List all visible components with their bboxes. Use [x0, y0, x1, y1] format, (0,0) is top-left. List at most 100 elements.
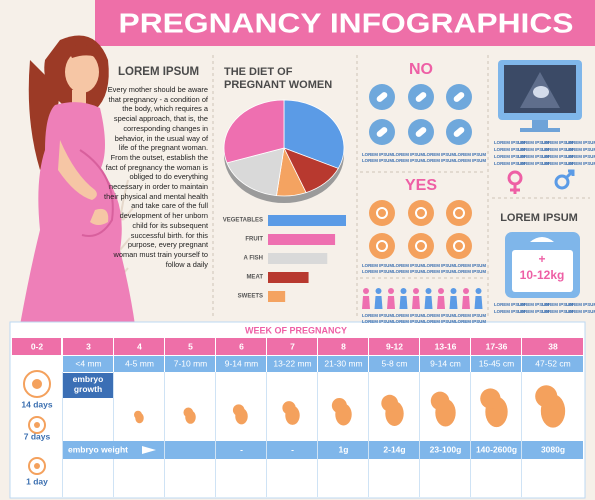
- person-icon: [449, 296, 458, 309]
- weight-cell: [522, 441, 583, 459]
- caption: LOREM IPSUM: [393, 263, 424, 268]
- size-cell: [63, 356, 113, 372]
- icon-glyph: [376, 127, 388, 137]
- embryo-head: [535, 385, 558, 408]
- caption: LOREM IPSUM: [518, 161, 549, 166]
- bar-label: MEAT: [246, 275, 263, 281]
- weight-cell: [216, 441, 266, 459]
- caption: LOREM IPSUM: [424, 269, 455, 274]
- caption: LOREM IPSUM: [566, 140, 595, 145]
- scale: [505, 232, 580, 298]
- caption: LOREM IPSUM: [362, 319, 393, 324]
- person-icon: [363, 288, 369, 294]
- weight-label: 3080g: [541, 444, 565, 454]
- size-cell: [114, 356, 164, 372]
- size-label: 4-5 mm: [125, 358, 154, 368]
- person-icon: [475, 288, 482, 294]
- caption: LOREM IPSUM: [393, 313, 424, 318]
- caption: LOREM IPSUM: [455, 269, 486, 274]
- caption: LOREM IPSUM: [566, 154, 595, 159]
- caption: LOREM IPSUM: [566, 147, 595, 152]
- size-cell: [267, 356, 317, 372]
- weight-label: 2-14g: [383, 444, 405, 454]
- gender-symbols: [507, 169, 575, 194]
- week-label: 13-16: [435, 341, 457, 351]
- person-icon: [438, 288, 444, 294]
- weight-cell: [318, 441, 368, 459]
- page-title: PREGNANCY INFOGRAPHICS: [119, 7, 574, 38]
- caption: LOREM IPSUM: [518, 140, 549, 145]
- caption: LOREM IPSUM: [494, 161, 525, 166]
- icon-glyph: [376, 92, 388, 102]
- weight-cell: [369, 441, 419, 459]
- weight-cell: [420, 441, 470, 459]
- week-label: 9-12: [386, 341, 403, 351]
- person-icon: [425, 288, 432, 294]
- caption: LOREM IPSUM: [542, 140, 573, 145]
- icon-glyph: [376, 207, 388, 219]
- weight-row-label: embryo weight: [68, 444, 128, 454]
- person-icon: [362, 296, 370, 309]
- weight-cell: [471, 441, 521, 459]
- week-label: 17-36: [486, 341, 508, 351]
- bar: [268, 253, 328, 264]
- embryo-head: [331, 397, 347, 414]
- growth-box: [63, 373, 113, 398]
- embryo-head: [430, 391, 450, 411]
- day-label: 7 days: [24, 431, 51, 441]
- day-label: 14 days: [21, 399, 52, 409]
- no-heading: NO: [409, 61, 433, 78]
- embryo-head: [381, 394, 399, 412]
- growth-label: embryo growth: [73, 374, 104, 394]
- week-label: 4: [137, 341, 142, 351]
- size-cell: [216, 356, 266, 372]
- intro-heading: LOREM IPSUM: [118, 66, 199, 78]
- week-label: 8: [341, 341, 346, 351]
- week-cell: [471, 338, 521, 355]
- size-cell: [471, 356, 521, 372]
- caption: LOREM IPSUM: [362, 269, 393, 274]
- bar-label: VEGETABLES: [223, 218, 263, 224]
- person-icon: [375, 288, 382, 294]
- caption: LOREM IPSUM: [362, 263, 393, 268]
- weight-label-box: [63, 441, 164, 459]
- yes-icon: [446, 200, 472, 226]
- caption: LOREM IPSUM: [494, 147, 525, 152]
- size-cell: [318, 356, 368, 372]
- yes-icon: [408, 233, 434, 259]
- weight-label: 23-100g: [430, 444, 462, 454]
- size-label: 15-45 cm: [479, 358, 514, 368]
- bar: [268, 272, 309, 283]
- caption: LOREM IPSUM: [424, 158, 455, 163]
- size-label: 21-30 mm: [324, 358, 362, 368]
- icon-glyph: [453, 240, 465, 252]
- size-label: 13-22 mm: [273, 358, 311, 368]
- size-cell: [369, 356, 419, 372]
- weight-label: 1g: [339, 444, 349, 454]
- caption: LOREM IPSUM: [393, 269, 424, 274]
- caption: LOREM IPSUM: [455, 158, 486, 163]
- caption: LOREM IPSUM: [455, 319, 486, 324]
- caption: LOREM IPSUM: [494, 140, 525, 145]
- day-icon-core: [34, 422, 40, 428]
- bar-label: A FISH: [244, 256, 263, 262]
- week-cell: [165, 338, 215, 355]
- yes-icon: [369, 200, 395, 226]
- caption: LOREM IPSUM: [494, 309, 525, 314]
- icon-glyph: [376, 240, 388, 252]
- icon-glyph: [415, 207, 427, 219]
- diet-title: THE DIET OF PREGNANT WOMEN: [224, 66, 332, 91]
- yes-icon: [446, 233, 472, 259]
- caption: LOREM IPSUM: [393, 319, 424, 324]
- caption: LOREM IPSUM: [424, 313, 455, 318]
- ultrasound-monitor: [498, 60, 582, 132]
- person-icon: [462, 296, 470, 309]
- bar-label: FRUIT: [245, 237, 263, 243]
- bar: [268, 215, 346, 226]
- week-label: 6: [239, 341, 244, 351]
- person-icon: [450, 288, 457, 294]
- weight-cell: [165, 441, 215, 459]
- week-label: 5: [188, 341, 193, 351]
